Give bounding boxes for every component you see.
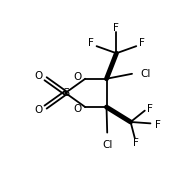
- Text: O: O: [34, 71, 43, 81]
- Text: Cl: Cl: [102, 140, 112, 150]
- Text: O: O: [74, 104, 82, 114]
- Text: F: F: [113, 23, 119, 33]
- Text: S: S: [62, 88, 69, 98]
- Text: F: F: [88, 38, 94, 48]
- Text: O: O: [74, 72, 82, 82]
- Text: F: F: [139, 38, 145, 48]
- Text: O: O: [34, 105, 43, 115]
- Text: F: F: [155, 120, 160, 130]
- Text: F: F: [133, 138, 139, 148]
- Text: Cl: Cl: [140, 69, 151, 79]
- Text: F: F: [147, 104, 153, 114]
